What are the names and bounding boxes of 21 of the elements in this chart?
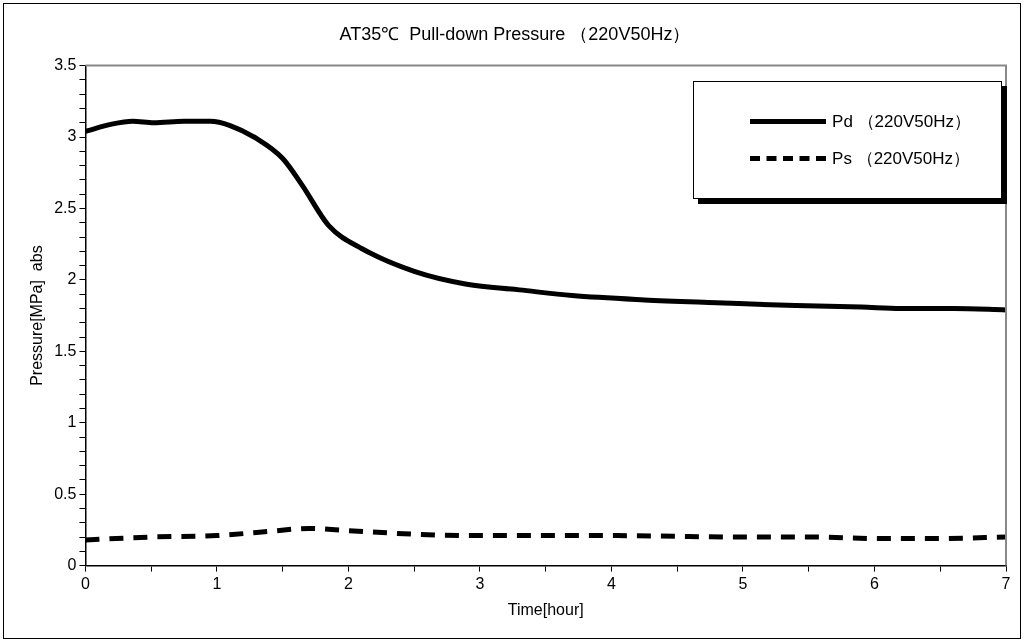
y-tick-label: 1.5 bbox=[54, 341, 77, 359]
x-tick-label: 2 bbox=[344, 574, 354, 592]
x-tick-label: 7 bbox=[1001, 574, 1011, 592]
legend-label: Pd （220V50Hz） bbox=[832, 110, 971, 133]
y-axis-title: Pressure[MPa] abs bbox=[28, 245, 46, 386]
y-tick-label: 1 bbox=[67, 413, 77, 431]
y-tick-label: 0 bbox=[67, 556, 77, 574]
x-tick-label: 0 bbox=[80, 574, 90, 592]
y-tick-label: 2.5 bbox=[54, 198, 77, 216]
legend-label: Ps （220V50Hz） bbox=[832, 147, 971, 170]
x-tick-label: 4 bbox=[607, 574, 617, 592]
y-tick-label: 3 bbox=[67, 127, 77, 145]
x-tick-label: 6 bbox=[870, 574, 880, 592]
y-tick-label: 3.5 bbox=[54, 56, 77, 74]
y-tick-label: 0.5 bbox=[54, 484, 77, 502]
x-tick-label: 1 bbox=[212, 574, 222, 592]
y-tick-label: 2 bbox=[67, 270, 77, 288]
x-axis-title: Time[hour] bbox=[507, 600, 584, 618]
chart-title: AT35℃ Pull-down Pressure （220V50Hz） bbox=[339, 23, 691, 44]
x-tick-label: 5 bbox=[738, 574, 748, 592]
x-tick-label: 3 bbox=[475, 574, 485, 592]
